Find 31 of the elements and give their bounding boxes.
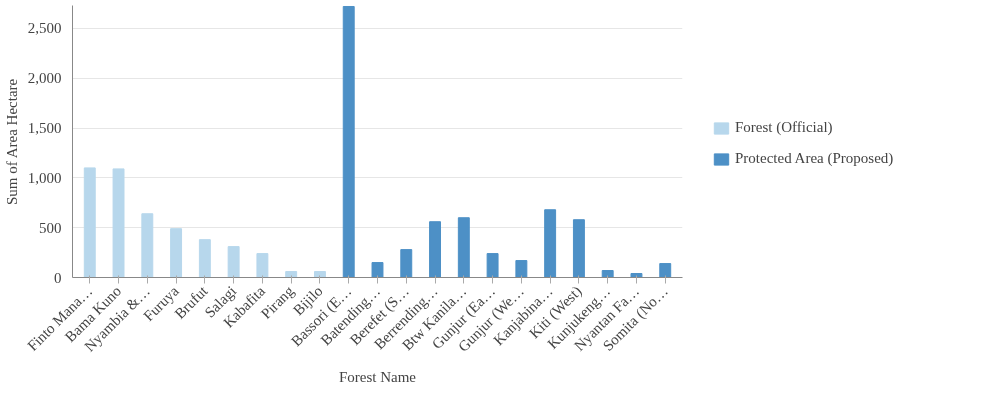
bar <box>198 239 211 278</box>
bar <box>515 260 528 278</box>
bar <box>83 167 96 278</box>
y-tick-label: 1,000 <box>27 169 62 186</box>
bar <box>285 271 298 278</box>
bar <box>256 253 269 278</box>
bar <box>400 249 413 278</box>
y-tick-label: 0 <box>54 269 62 286</box>
bar <box>601 270 614 278</box>
bar <box>630 273 643 278</box>
bar <box>227 246 240 278</box>
bar <box>659 263 672 278</box>
legend-label: Protected Area (Proposed) <box>735 150 894 167</box>
y-axis-title: Sum of Area Hectare <box>3 78 20 206</box>
bar <box>313 271 326 278</box>
bar <box>572 219 585 278</box>
bar <box>112 168 125 278</box>
y-tick-label: 2,000 <box>27 70 62 87</box>
bar <box>371 262 384 278</box>
bar <box>486 253 499 278</box>
bar <box>544 209 557 278</box>
bar <box>170 228 183 278</box>
bar <box>141 213 154 278</box>
bar <box>457 217 470 278</box>
legend-label: Forest (Official) <box>735 119 833 136</box>
y-tick-label: 2,500 <box>27 20 62 37</box>
x-axis-title: Forest Name <box>338 368 417 385</box>
y-tick-label: 1,500 <box>27 120 62 137</box>
y-tick-label: 500 <box>39 219 62 236</box>
bar <box>342 6 355 278</box>
bar <box>429 221 442 278</box>
